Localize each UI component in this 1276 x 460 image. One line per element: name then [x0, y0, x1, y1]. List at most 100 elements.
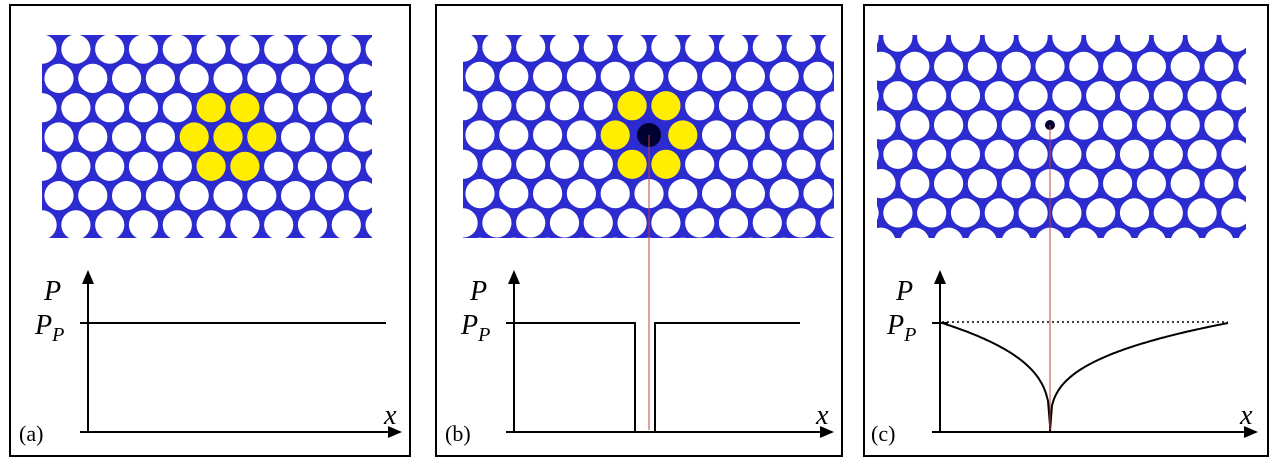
- lattice-hole: [314, 181, 344, 211]
- lattice-hole: [1086, 35, 1116, 52]
- lattice-hole: [583, 208, 613, 238]
- lattice-hole: [463, 208, 478, 238]
- highlighted-atom: [247, 122, 277, 152]
- lattice-hole: [1103, 110, 1133, 140]
- lattice-hole: [365, 36, 372, 62]
- lattice-hole: [499, 61, 529, 91]
- lattice-hole: [718, 208, 749, 238]
- lattice-hole: [95, 210, 125, 238]
- lattice-hole: [617, 208, 647, 238]
- lattice-hole: [331, 210, 361, 238]
- lattice-hole: [78, 63, 108, 93]
- lattice-hole: [984, 35, 1014, 52]
- lattice-hole: [1187, 81, 1217, 111]
- lattice-hole: [877, 169, 896, 199]
- lattice-hole: [877, 51, 896, 81]
- lattice-hole: [735, 179, 766, 209]
- lattice-hole: [780, 237, 788, 238]
- lattice-hole: [917, 81, 947, 111]
- lattice-hole: [578, 237, 585, 238]
- lattice-hole: [549, 91, 580, 121]
- lattice-hole: [112, 181, 142, 211]
- lattice-hole: [1052, 139, 1082, 169]
- lattice-hole: [1086, 81, 1116, 111]
- lattice-hole: [196, 35, 226, 64]
- lattice-hole: [1103, 169, 1133, 199]
- lattice-hole: [1221, 81, 1246, 111]
- lattice-hole: [685, 35, 715, 62]
- lattice-hole: [917, 139, 947, 169]
- lattice-hole: [1103, 51, 1133, 81]
- lattice-hole: [752, 35, 782, 62]
- lattice-hole: [179, 181, 209, 211]
- lattice-hole: [78, 122, 108, 152]
- lattice-hole: [950, 35, 981, 52]
- lattice-hole: [482, 208, 512, 238]
- lattice-hole: [230, 35, 260, 64]
- lattice-hole: [331, 35, 361, 64]
- lattice-hole: [1136, 110, 1166, 140]
- lattice-hole: [145, 122, 175, 152]
- lattice-hole: [1170, 110, 1200, 140]
- lattice-hole: [1153, 35, 1183, 52]
- lattice-hole: [95, 151, 125, 181]
- panel-label: (c): [871, 421, 895, 446]
- lattice-hole: [162, 210, 192, 238]
- lattice-hole: [877, 88, 879, 103]
- lattice-hole: [752, 208, 782, 238]
- profile-curve: [941, 322, 1229, 432]
- highlighted-atom: [230, 151, 260, 181]
- lattice-hole: [984, 198, 1014, 228]
- lattice-hole: [42, 93, 57, 123]
- highlighted-atom: [668, 120, 698, 150]
- lattice-hole: [651, 35, 681, 62]
- lattice-hole: [179, 63, 209, 93]
- lattice-hole: [1018, 35, 1048, 52]
- lattice-hole: [786, 35, 816, 62]
- lattice-hole: [718, 35, 749, 62]
- lattice-hole: [482, 149, 512, 179]
- lattice-hole: [1238, 170, 1246, 197]
- lattice-hole: [314, 122, 344, 152]
- lattice-hole: [968, 227, 997, 238]
- lattice-hole: [264, 93, 294, 123]
- lattice-hole: [230, 210, 260, 238]
- level-label: PP: [460, 310, 490, 346]
- lattice-hole: [668, 179, 698, 209]
- lattice-hole: [42, 151, 57, 181]
- lattice-hole: [365, 212, 372, 238]
- lattice-hole: [668, 61, 698, 91]
- lattice-hole: [803, 179, 833, 209]
- lattice-hole: [128, 93, 159, 123]
- lattice-hole: [735, 120, 766, 150]
- lattice-hole: [247, 63, 277, 93]
- lattice-hole: [213, 181, 243, 211]
- lattice-hole: [685, 149, 715, 179]
- lattice-hole: [702, 120, 732, 150]
- lattice-hole: [61, 35, 91, 64]
- lattice-hole: [1171, 227, 1200, 238]
- lattice-hole: [1052, 81, 1082, 111]
- lattice-hole: [967, 110, 998, 140]
- lattice-hole: [516, 91, 546, 121]
- lattice-hole: [967, 169, 998, 199]
- lattice-hole: [1153, 139, 1183, 169]
- lattice-hole: [128, 35, 159, 64]
- lattice-hole: [1069, 227, 1098, 238]
- lattice-hole: [314, 63, 344, 93]
- lattice-hole: [348, 181, 372, 211]
- lattice-hole: [549, 149, 580, 179]
- lattice-hole: [883, 81, 913, 111]
- lattice-hole: [61, 93, 91, 123]
- lattice-hole: [1119, 35, 1150, 52]
- lattice-hole: [651, 208, 681, 238]
- lattice-hole: [1119, 198, 1150, 228]
- lattice-hole: [583, 91, 613, 121]
- lattice-hole: [44, 181, 74, 211]
- lattice-hole: [803, 120, 833, 150]
- level-label: PP: [886, 310, 916, 346]
- lattice-hole: [95, 35, 125, 64]
- highlighted-atom: [196, 93, 226, 123]
- lattice-hole: [44, 122, 74, 152]
- lattice-hole: [803, 61, 833, 91]
